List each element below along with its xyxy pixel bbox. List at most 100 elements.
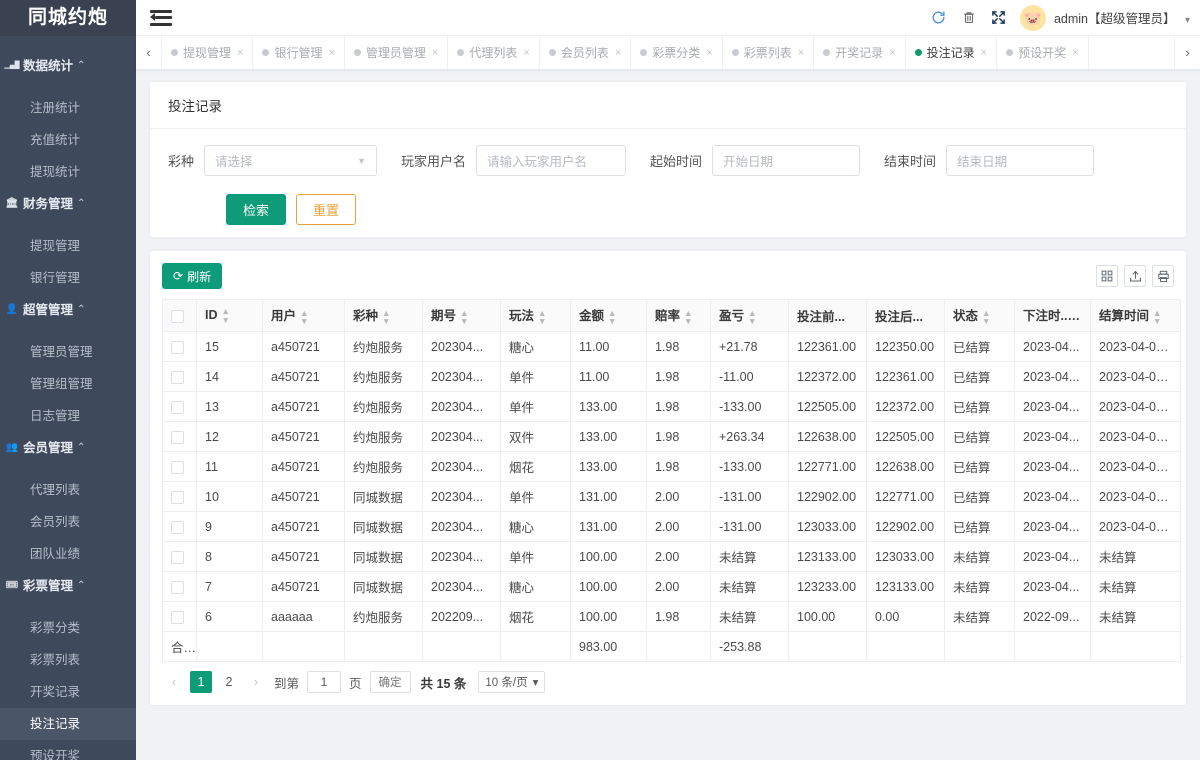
sidebar-item-充值统计[interactable]: 充值统计 bbox=[0, 124, 136, 156]
chevron-left-icon[interactable]: ‹ bbox=[171, 675, 177, 689]
avatar[interactable]: 🐷 bbox=[1019, 4, 1046, 31]
user-menu[interactable]: admin【超级管理员】 ▾ bbox=[1054, 8, 1190, 27]
tab-close-icon[interactable]: × bbox=[980, 46, 988, 59]
row-checkbox[interactable] bbox=[171, 550, 184, 564]
sort-toggle-icon[interactable]: ▲ ▼ bbox=[460, 307, 469, 327]
table-row[interactable]: 11 a450721 约炮服务 202304... 烟花 133.00 1.98 -133.0… bbox=[162, 451, 1181, 482]
sort-toggle-icon[interactable]: ▲ ▼ bbox=[982, 307, 991, 327]
tab-close-icon[interactable]: × bbox=[328, 46, 335, 59]
sort-toggle-icon[interactable]: ▲ ▼ bbox=[608, 307, 617, 327]
tab-彩票列表[interactable]: 彩票列表 × bbox=[722, 36, 815, 69]
sidebar-item-银行管理[interactable]: 银行管理 bbox=[0, 262, 136, 294]
table-row[interactable]: 9 a450721 同城数据 202304... 糖心 131.00 2.00 -131.00… bbox=[162, 511, 1181, 542]
sidebar-item-开奖记录[interactable]: 开奖记录 bbox=[0, 676, 136, 708]
row-checkbox[interactable] bbox=[171, 430, 184, 444]
tab-预设开奖[interactable]: 预设开奖 × bbox=[997, 36, 1089, 69]
fullscreen-icon[interactable] bbox=[984, 3, 1014, 33]
lottery-select[interactable]: 请选择 ▼ bbox=[204, 145, 378, 176]
col-header-settletime[interactable]: 结算时间 ▲ ▼ bbox=[1090, 299, 1181, 332]
table-row[interactable]: 12 a450721 约炮服务 202304... 双件 133.00 1.98 +263.3… bbox=[162, 421, 1181, 452]
tab-close-icon[interactable]: × bbox=[706, 46, 713, 59]
page-1[interactable]: 1 bbox=[190, 671, 212, 693]
tab-开奖记录[interactable]: 开奖记录 × bbox=[814, 36, 906, 69]
tab-提现管理[interactable]: 提现管理 × bbox=[162, 36, 254, 69]
tab-close-icon[interactable]: × bbox=[797, 46, 805, 59]
cell-check[interactable] bbox=[162, 361, 197, 392]
sort-toggle-icon[interactable]: ▲ ▼ bbox=[221, 306, 230, 325]
tab-彩票分类[interactable]: 彩票分类 × bbox=[631, 36, 723, 69]
sidebar-group-0[interactable]: ▁▄█ 数据统计 ⌃ bbox=[0, 50, 136, 82]
col-header-odds[interactable]: 赔率 ▲ ▼ bbox=[646, 299, 711, 332]
sort-toggle-icon[interactable]: ▲ ▼ bbox=[382, 307, 391, 327]
col-header-play[interactable]: 玩法 ▲ ▼ bbox=[500, 299, 571, 332]
cell-check[interactable] bbox=[162, 511, 197, 542]
row-checkbox[interactable] bbox=[171, 460, 184, 474]
chevron-right-icon[interactable]: › bbox=[253, 675, 259, 689]
col-header-bettime[interactable]: 下注时... ▲ ▼ bbox=[1014, 299, 1091, 332]
cell-check[interactable] bbox=[162, 331, 197, 362]
trash-icon[interactable] bbox=[954, 3, 984, 33]
sidebar-item-注册统计[interactable]: 注册统计 bbox=[0, 92, 136, 124]
sidebar-item-管理组管理[interactable]: 管理组管理 bbox=[0, 368, 136, 400]
table-row[interactable]: 13 a450721 约炮服务 202304... 单件 133.00 1.98 -133.0… bbox=[162, 391, 1181, 422]
export-icon[interactable] bbox=[1124, 265, 1146, 287]
sidebar-item-预设开奖[interactable]: 预设开奖 bbox=[0, 740, 136, 760]
cell-check[interactable] bbox=[162, 571, 197, 602]
row-checkbox[interactable] bbox=[171, 580, 184, 594]
sidebar-group-2[interactable]: 👤 超管管理 ⌃ bbox=[0, 294, 136, 326]
table-row[interactable]: 6 aaaaaa 约炮服务 202209... 烟花 100.00 1.98 未结算 100.0… bbox=[162, 601, 1181, 632]
sidebar-item-提现管理[interactable]: 提现管理 bbox=[0, 230, 136, 262]
chevron-left-icon[interactable]: ‹ bbox=[136, 36, 162, 69]
row-checkbox[interactable] bbox=[171, 520, 184, 534]
sidebar-group-4[interactable]: 🎟 彩票管理 ⌃ bbox=[0, 570, 136, 602]
refresh-button[interactable]: ⟳ 刷新 bbox=[162, 263, 223, 289]
sidebar-item-代理列表[interactable]: 代理列表 bbox=[0, 474, 136, 506]
col-header-issue[interactable]: 期号 ▲ ▼ bbox=[422, 299, 501, 332]
tab-代理列表[interactable]: 代理列表 × bbox=[448, 36, 540, 69]
chevron-right-icon[interactable]: › bbox=[1174, 36, 1200, 69]
cell-check[interactable] bbox=[162, 481, 197, 512]
row-checkbox[interactable] bbox=[171, 370, 184, 384]
tab-close-icon[interactable]: × bbox=[431, 46, 439, 59]
sidebar-item-日志管理[interactable]: 日志管理 bbox=[0, 400, 136, 432]
tab-投注记录[interactable]: 投注记录 × bbox=[905, 36, 998, 69]
tab-close-icon[interactable]: × bbox=[237, 46, 244, 59]
table-row[interactable]: 15 a450721 约炮服务 202304... 糖心 11.00 1.98 +21.78 1… bbox=[162, 331, 1181, 362]
sidebar-item-彩票分类[interactable]: 彩票分类 bbox=[0, 612, 136, 644]
tab-close-icon[interactable]: × bbox=[889, 46, 896, 59]
refresh-icon[interactable] bbox=[924, 3, 954, 33]
sort-toggle-icon[interactable]: ▲ ▼ bbox=[300, 307, 309, 327]
col-header-lottery[interactable]: 彩种 ▲ ▼ bbox=[344, 299, 423, 332]
sidebar-item-管理员管理[interactable]: 管理员管理 bbox=[0, 336, 136, 368]
goto-page-input[interactable]: 1 bbox=[307, 671, 342, 693]
sidebar-item-会员列表[interactable]: 会员列表 bbox=[0, 506, 136, 538]
tab-close-icon[interactable]: × bbox=[1072, 46, 1079, 59]
page-size-select[interactable]: 10 条/页 ▾ bbox=[478, 671, 546, 693]
reset-button[interactable]: 重置 bbox=[296, 194, 357, 225]
sidebar-item-提现统计[interactable]: 提现统计 bbox=[0, 156, 136, 188]
search-button[interactable]: 检索 bbox=[226, 194, 287, 225]
cell-check[interactable] bbox=[162, 541, 197, 572]
row-checkbox[interactable] bbox=[171, 610, 184, 624]
cell-check[interactable] bbox=[162, 391, 197, 422]
table-row[interactable]: 8 a450721 同城数据 202304... 单件 100.00 2.00 未结算 1231… bbox=[162, 541, 1181, 572]
table-row[interactable]: 14 a450721 约炮服务 202304... 单件 11.00 1.98 -11.00 1… bbox=[162, 361, 1181, 392]
print-icon[interactable] bbox=[1152, 265, 1174, 287]
sidebar-item-彩票列表[interactable]: 彩票列表 bbox=[0, 644, 136, 676]
select-all-checkbox[interactable] bbox=[171, 309, 184, 323]
tab-close-icon[interactable]: × bbox=[523, 46, 530, 59]
col-header-amount[interactable]: 金额 ▲ ▼ bbox=[570, 299, 647, 332]
sort-toggle-icon[interactable]: ▲ ▼ bbox=[538, 307, 547, 327]
col-header-id[interactable]: ID ▲ ▼ bbox=[196, 299, 263, 332]
col-header-user[interactable]: 用户 ▲ ▼ bbox=[262, 299, 345, 332]
sort-toggle-icon[interactable]: ▲ ▼ bbox=[1153, 307, 1162, 327]
tab-管理员管理[interactable]: 管理员管理 × bbox=[344, 36, 449, 69]
tab-close-icon[interactable]: × bbox=[614, 46, 622, 59]
row-checkbox[interactable] bbox=[171, 340, 184, 354]
cell-check[interactable] bbox=[162, 421, 197, 452]
confirm-page-button[interactable]: 确定 bbox=[369, 671, 411, 693]
col-header-profit[interactable]: 盈亏 ▲ ▼ bbox=[710, 299, 789, 332]
sort-toggle-icon[interactable]: ▲ ▼ bbox=[684, 307, 693, 327]
col-header-status[interactable]: 状态 ▲ ▼ bbox=[944, 299, 1015, 332]
end-date-input[interactable]: 结束日期 bbox=[946, 145, 1095, 176]
